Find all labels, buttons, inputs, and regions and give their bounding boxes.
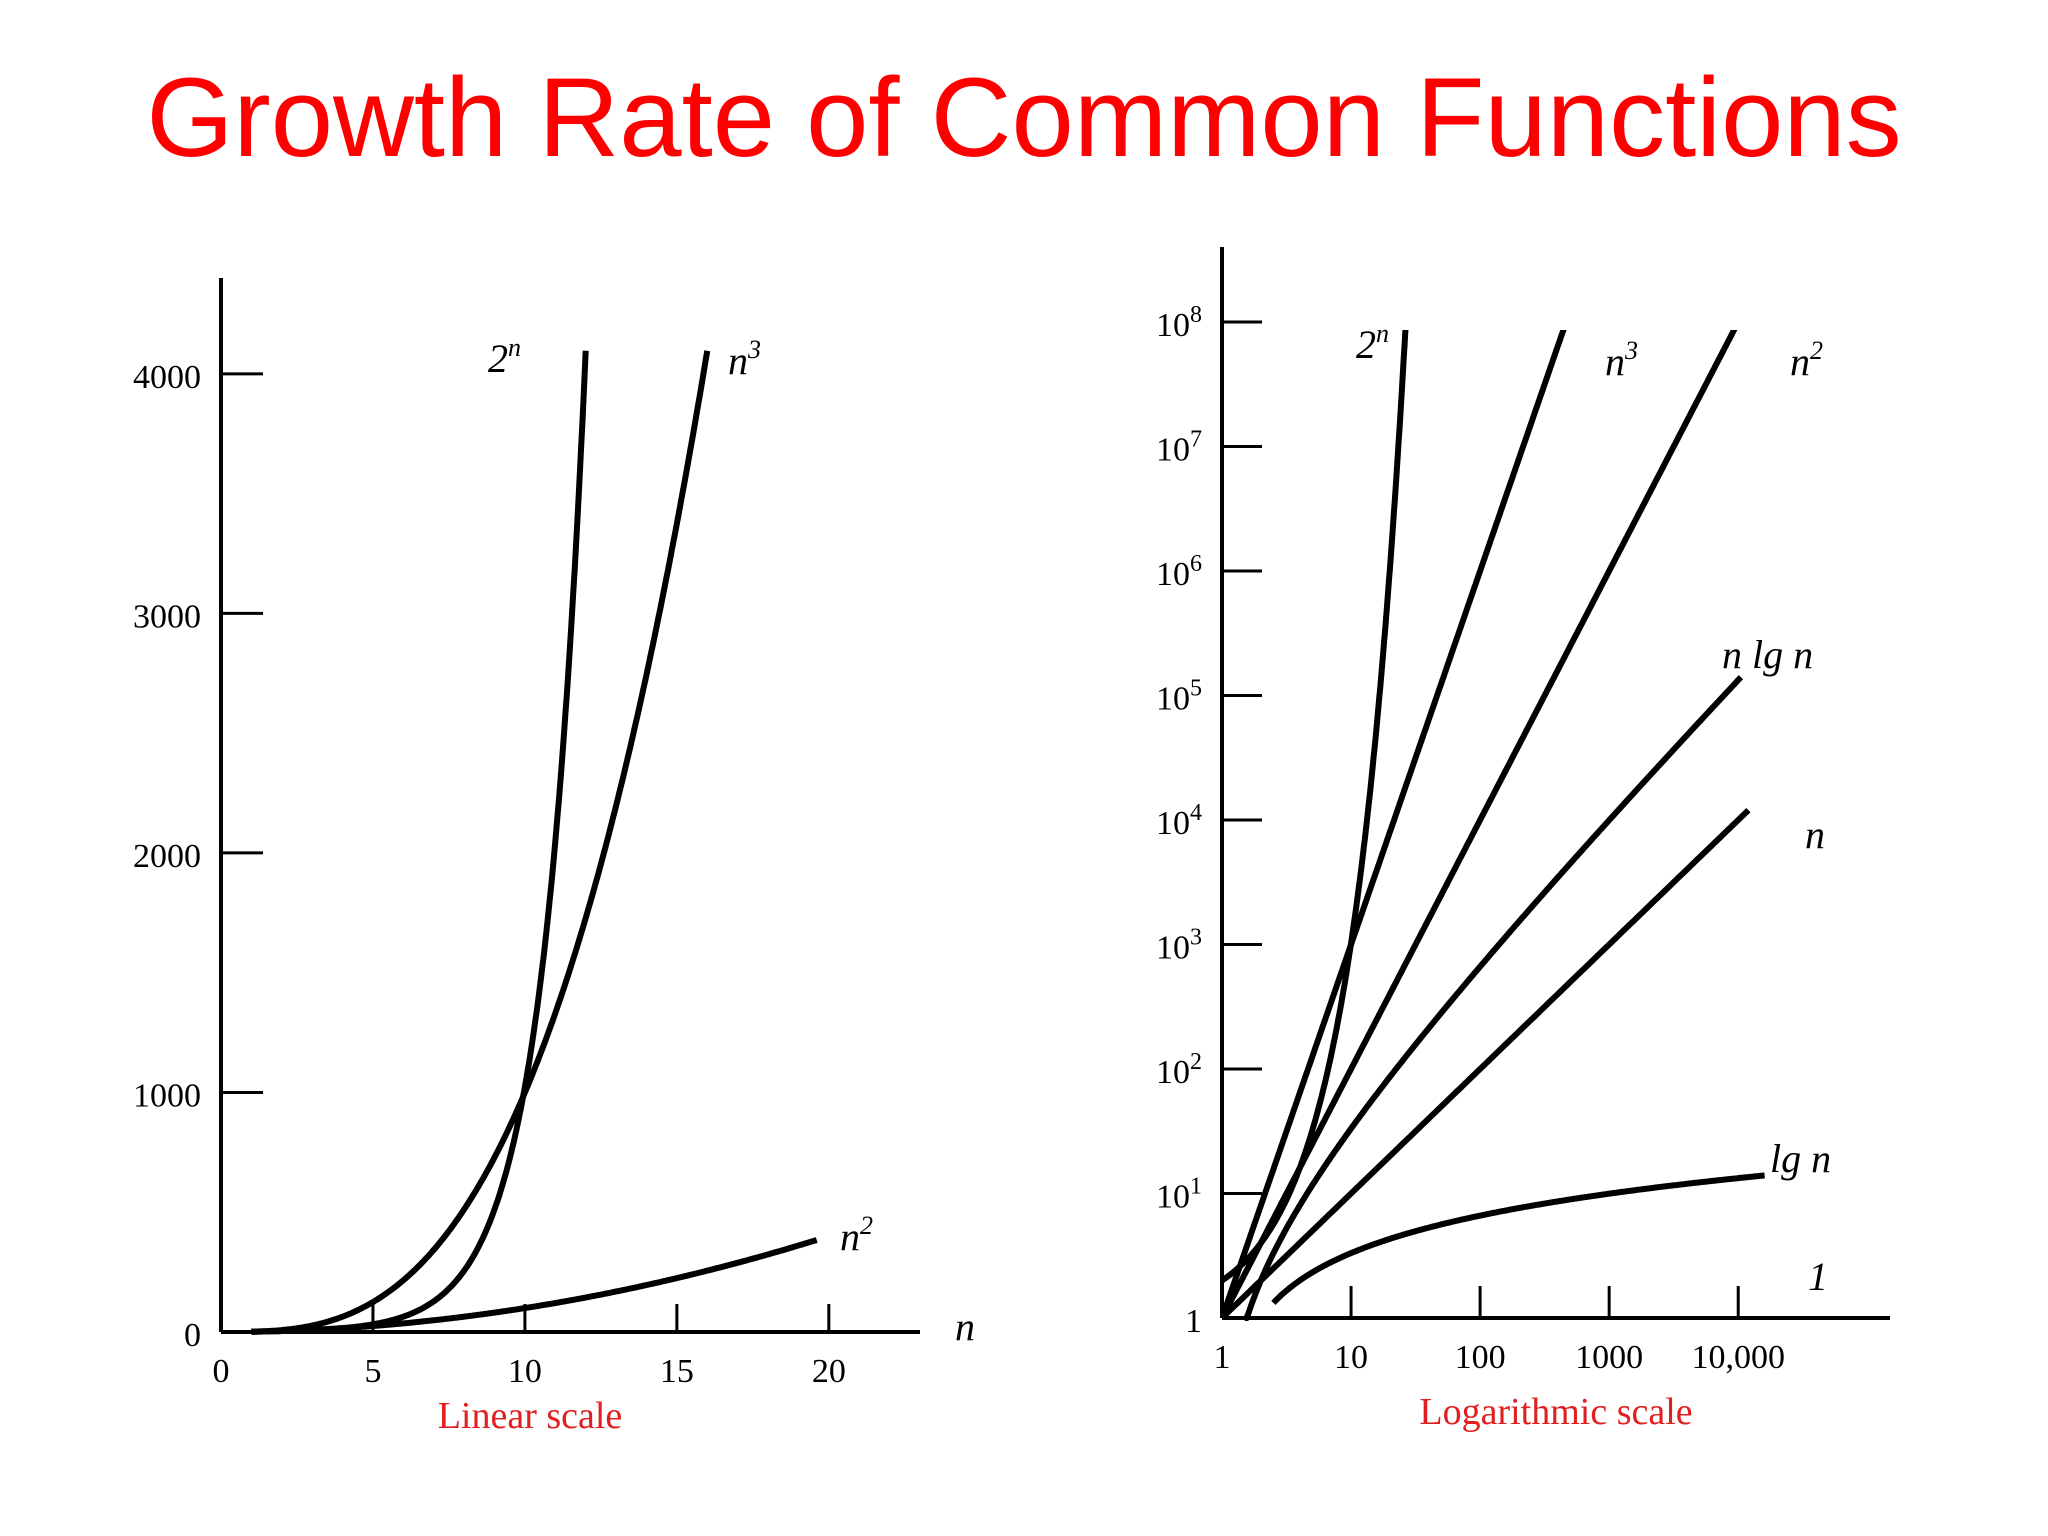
series-label-log-6: 1 — [1808, 1254, 1828, 1299]
series-label-linear-0: 2n — [488, 333, 521, 381]
series-label-linear-1: n3 — [728, 335, 761, 383]
y-tick-label: 3000 — [133, 598, 201, 635]
x-tick-label: 5 — [364, 1353, 381, 1390]
y-tick-label: 0 — [184, 1317, 201, 1354]
x-axis-variable-label: n — [955, 1304, 975, 1349]
series-line-log-3 — [1243, 675, 1744, 1321]
series-line-linear-1 — [251, 350, 711, 1335]
series-line-log-5 — [1271, 1172, 1765, 1305]
y-tick-label: 101 — [1156, 1173, 1202, 1215]
x-tick-label: 10,000 — [1691, 1339, 1785, 1376]
series-label-log-5: lg n — [1770, 1136, 1831, 1181]
linear-scale-label: Linear scale — [438, 1395, 623, 1437]
series-line-linear-2 — [251, 1237, 818, 1335]
y-tick-label: 104 — [1156, 800, 1202, 842]
y-tick-label: 108 — [1156, 302, 1202, 344]
series-line-log-1 — [1222, 330, 1567, 1320]
x-tick-label: 100 — [1455, 1339, 1506, 1376]
x-tick-label: 10 — [1334, 1339, 1368, 1376]
y-tick-label: 106 — [1156, 551, 1202, 593]
series-line-log-2 — [1222, 330, 1738, 1320]
series-line-log-4 — [1222, 807, 1751, 1321]
y-tick-label: 4000 — [133, 359, 201, 396]
y-tick-label: 105 — [1156, 675, 1202, 717]
series-label-log-0: 2n — [1356, 319, 1389, 367]
x-tick-label: 15 — [660, 1353, 694, 1390]
logarithmic-scale-label: Logarithmic scale — [1419, 1391, 1692, 1433]
y-tick-label: 107 — [1156, 426, 1202, 468]
x-tick-label: 1000 — [1575, 1339, 1643, 1376]
series-label-linear-2: n2 — [840, 1211, 873, 1259]
x-tick-label: 0 — [213, 1353, 230, 1390]
y-tick-label: 1000 — [133, 1077, 201, 1114]
y-tick-label: 2000 — [133, 838, 201, 875]
series-label-log-3: n lg n — [1722, 632, 1813, 677]
page-title: Growth Rate of Common Functions — [146, 55, 1902, 180]
series-label-log-2: n2 — [1790, 336, 1823, 384]
logarithmic-scale-chart: 1 10 100 1000 10,000 1 101 102 103 104 105 106 107 10… — [1156, 247, 1890, 1433]
linear-scale-chart: 0 5 10 15 20 0 1000 2000 3000 4000 2n n3 n2 n Linear s… — [133, 278, 975, 1437]
y-tick-label: 102 — [1156, 1049, 1202, 1091]
series-line-linear-0 — [251, 350, 589, 1335]
series-label-log-1: n3 — [1605, 336, 1638, 384]
x-tick-label: 10 — [508, 1353, 542, 1390]
x-tick-label: 1 — [1214, 1339, 1231, 1376]
y-tick-label: 103 — [1156, 924, 1202, 966]
series-label-log-4: n — [1805, 812, 1825, 857]
y-tick-label: 1 — [1185, 1303, 1202, 1340]
x-tick-label: 20 — [812, 1353, 846, 1390]
